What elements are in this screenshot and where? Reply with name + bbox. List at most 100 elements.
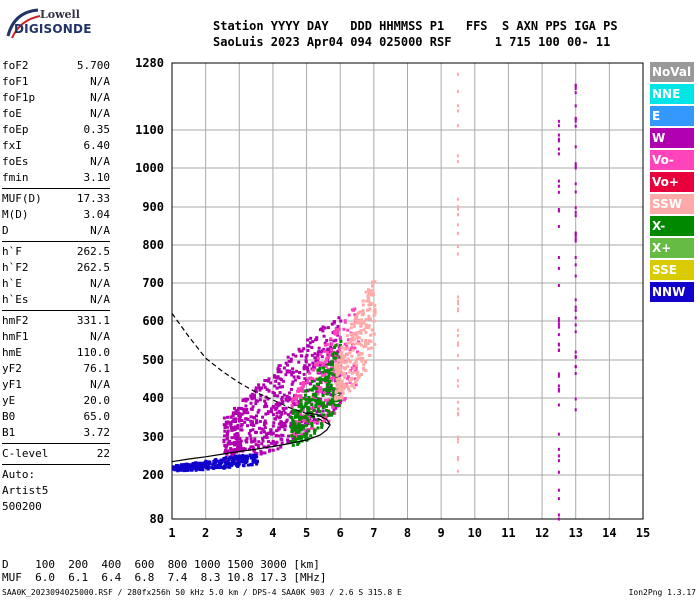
echo-pixel [232,457,236,461]
echo-pixel [266,379,270,383]
echo-pixel [173,467,177,471]
echo-pixel [249,456,253,460]
param-row: fxI 6.40 [2,138,110,154]
echo-pixel [456,341,459,345]
echo-pixel [330,322,334,326]
echo-pixel [312,408,316,412]
echo-pixel [364,340,368,344]
param-separator [2,310,110,311]
y-tick-label: 1000 [135,161,164,175]
echo-pixel [259,431,263,435]
echo-pixel [249,419,253,423]
echo-pixel [302,366,306,370]
echo-pixel [305,353,309,357]
echo-pixel [299,428,303,432]
y-tick-label: 900 [142,200,164,214]
echo-pixel [274,434,278,438]
logo-swoosh-icon [6,8,41,39]
echo-pixel [286,399,290,403]
echo-pixel [239,439,243,443]
echo-pixel [233,454,237,458]
echo-pixel [271,405,275,409]
echo-pixel [206,467,210,471]
echo-pixel [329,368,333,372]
param-value: 17.33 [76,192,110,205]
param-name: yF1 [2,378,22,391]
echo-pixel [361,303,365,307]
param-name: yF2 [2,362,22,375]
echo-pixel [314,396,318,400]
echo-pixel [334,406,338,410]
echo-pixel [290,422,294,426]
echo-pixel [223,451,227,455]
echo-pixel [198,468,202,472]
echo-pixel [293,410,297,414]
echo-pixel [352,367,356,371]
echo-pixel [304,435,308,439]
echo-pixel [300,381,304,385]
echo-pixel [334,399,338,403]
echo-pixel [456,295,459,299]
echo-pixel [334,344,338,348]
echo-pixel [355,334,359,338]
echo-pixel [349,322,353,326]
param-row: D N/A [2,223,110,239]
echo-pixel [233,433,237,437]
echo-pixel [243,447,247,451]
echo-pixel [223,426,227,430]
echo-pixel [304,398,308,402]
echo-pixel [371,302,375,306]
echo-pixel [352,338,356,342]
echo-pixel [332,375,336,379]
echo-pixel [306,422,310,426]
echo-pixel [277,416,281,420]
echo-pixel [322,334,326,338]
echo-pixel [246,411,250,415]
echo-pixel [557,139,560,143]
echo-pixel [335,403,339,407]
echo-pixel [286,363,290,367]
echo-pixel [335,385,339,389]
echo-pixel [179,468,183,472]
param-value: 262.5 [76,245,110,258]
echo-pixel [254,388,258,392]
echo-pixel [262,423,266,427]
echo-pixel [357,318,361,322]
param-value: 3.04 [83,208,111,221]
echo-pixel [456,207,459,211]
echo-pixel [331,352,335,356]
echo-pixel [340,386,344,390]
echo-pixel [368,317,372,321]
echo-pixel [286,440,290,444]
echo-pixel [297,441,301,445]
param-row: yE 20.0 [2,393,110,409]
echo-pixel [284,373,288,377]
echo-pixel [370,284,374,288]
echo-pixel [312,406,316,410]
echo-pixel [358,321,362,325]
legend-item: Vo- [650,150,694,170]
echo-pixel [557,179,560,183]
echo-pixel [456,455,459,459]
echo-pixel [293,428,297,432]
echo-pixel [297,405,301,409]
echo-pixel [339,392,343,396]
echo-pixel [348,360,352,364]
echo-pixel [231,411,235,415]
echo-pixel [364,290,368,294]
y-tick-label: 800 [142,238,164,252]
echo-pixel [332,351,336,355]
echo-pixel [319,388,323,392]
echo-pixel [202,465,206,469]
echo-pixel [314,394,318,398]
echo-pixel [308,371,312,375]
echo-pixel [292,439,296,443]
echo-pixel [333,411,337,415]
echo-pixel [574,256,577,260]
echo-pixel [302,372,306,376]
param-row: h`Es N/A [2,292,110,308]
echo-pixel [370,328,374,332]
echo-pixel [456,205,459,209]
echo-pixel [232,406,236,410]
echo-pixel [365,299,369,303]
